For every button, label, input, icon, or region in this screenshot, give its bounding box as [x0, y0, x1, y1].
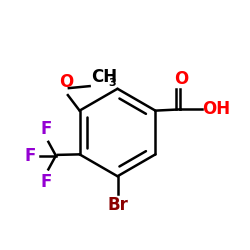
- Text: 3: 3: [108, 78, 116, 88]
- Text: OH: OH: [202, 100, 230, 118]
- Text: CH: CH: [91, 68, 117, 86]
- Text: F: F: [40, 120, 52, 138]
- Text: O: O: [59, 74, 73, 91]
- Text: Br: Br: [107, 196, 128, 214]
- Text: F: F: [24, 146, 36, 164]
- Text: F: F: [40, 173, 52, 191]
- Text: O: O: [174, 70, 189, 88]
